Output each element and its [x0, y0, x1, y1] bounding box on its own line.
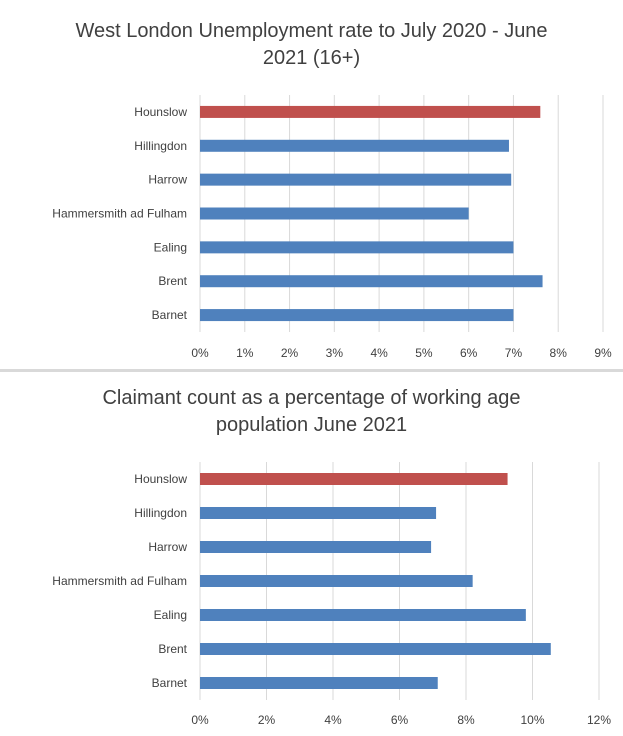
x-tick-label: 1%: [236, 346, 254, 360]
x-tick-label: 10%: [520, 713, 544, 727]
x-tick-label: 4%: [324, 713, 342, 727]
x-tick-label: 2%: [281, 346, 299, 360]
chart-title-claimant: Claimant count as a percentage of workin…: [0, 385, 623, 439]
bar: [200, 173, 512, 186]
bar: [200, 275, 543, 288]
x-tick-label: 2%: [258, 713, 276, 727]
category-label: Hammersmith ad Fulham: [52, 574, 187, 588]
bar: [200, 677, 438, 689]
x-tick-label: 4%: [370, 346, 388, 360]
chart-panel-claimant: [0, 372, 623, 736]
category-label: Hillingdon: [134, 506, 187, 520]
bar: [200, 609, 526, 621]
x-tick-label: 5%: [415, 346, 433, 360]
category-label: Barnet: [152, 308, 188, 322]
unemployment-bar-chart: 0% 1% 2% 3% 4% 5% 6% 7% 8% 9% Hounslow Hillingdon Ha…: [52, 95, 612, 360]
bar: [200, 309, 514, 322]
category-label: Hounslow: [134, 472, 187, 486]
chart-title-text: Claimant count as a percentage of workin…: [102, 387, 521, 436]
bar: [200, 139, 509, 152]
category-label: Barnet: [152, 676, 188, 690]
chart-title-unemployment: West London Unemployment rate to July 20…: [0, 18, 623, 72]
category-label: Ealing: [154, 608, 187, 622]
category-label: Hounslow: [134, 105, 187, 119]
x-tick-label: 0%: [191, 713, 209, 727]
x-tick-label: 8%: [550, 346, 568, 360]
bar: [200, 575, 473, 587]
bar: [200, 241, 514, 254]
x-tick-label: 6%: [391, 713, 409, 727]
bar: [200, 473, 508, 485]
bar: [200, 643, 551, 655]
category-label: Harrow: [148, 540, 187, 554]
x-tick-label: 3%: [326, 346, 344, 360]
category-label: Brent: [158, 642, 187, 656]
x-tick-label: 12%: [587, 713, 611, 727]
category-label: Hammersmith ad Fulham: [52, 207, 187, 221]
category-label: Ealing: [154, 240, 187, 254]
bar: [200, 507, 437, 519]
panel-divider: [0, 369, 623, 372]
x-tick-label: 9%: [594, 346, 612, 360]
bar: [200, 541, 432, 553]
bar: [200, 207, 469, 220]
x-tick-label: 0%: [191, 346, 209, 360]
x-tick-label: 6%: [460, 346, 478, 360]
bar: [200, 105, 541, 118]
category-label: Harrow: [148, 173, 187, 187]
category-label: Brent: [158, 274, 187, 288]
x-tick-label: 7%: [505, 346, 523, 360]
chart-title-text: West London Unemployment rate to July 20…: [75, 20, 548, 69]
x-tick-label: 8%: [457, 713, 475, 727]
category-label: Hillingdon: [134, 139, 187, 153]
